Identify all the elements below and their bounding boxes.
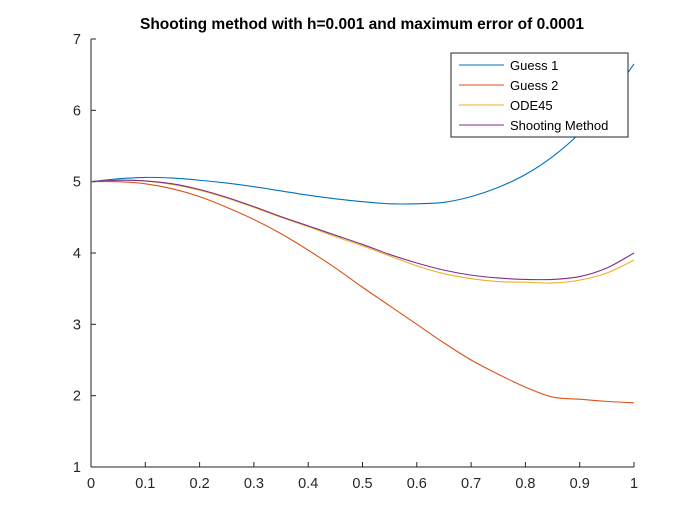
x-tick-label: 0.8 xyxy=(515,476,535,492)
legend-label-guess-1[interactable]: Guess 1 xyxy=(510,58,558,73)
legend-label-guess-2[interactable]: Guess 2 xyxy=(510,78,558,93)
series-line-ode45 xyxy=(90,179,635,284)
legend-label-ode45[interactable]: ODE45 xyxy=(510,98,553,113)
x-tick-label: 0.5 xyxy=(352,476,372,492)
legend-label-shooting-method[interactable]: Shooting Method xyxy=(510,118,608,133)
series-lines xyxy=(90,63,635,404)
y-tick-label: 6 xyxy=(73,103,81,119)
y-tick-label: 2 xyxy=(73,389,81,405)
y-tick-label: 7 xyxy=(73,32,81,48)
y-tick-label: 1 xyxy=(73,460,81,476)
x-tick-label: 0.3 xyxy=(244,476,264,492)
x-tick-label: 0 xyxy=(87,476,95,492)
series-line-shooting-method xyxy=(90,179,635,281)
x-tick-label: 0.2 xyxy=(190,476,210,492)
y-tick-label: 5 xyxy=(73,175,81,191)
legend[interactable]: Guess 1 Guess 2 ODE45 Shooting Method xyxy=(450,52,629,138)
x-tick-label: 0.1 xyxy=(135,476,155,492)
series-line-guess-2 xyxy=(90,180,635,404)
series-line-guess-1 xyxy=(90,63,635,205)
x-tick-label: 0.4 xyxy=(298,476,318,492)
x-tick-label: 0.6 xyxy=(407,476,427,492)
x-tick-label: 1 xyxy=(630,476,638,492)
x-tick-label: 0.7 xyxy=(461,476,481,492)
chart-title: Shooting method with h=0.001 and maximum… xyxy=(140,16,584,33)
y-tick-label: 4 xyxy=(73,246,81,262)
legend-box xyxy=(450,52,629,138)
y-tick-label: 3 xyxy=(73,317,81,333)
x-tick-label: 0.9 xyxy=(570,476,590,492)
